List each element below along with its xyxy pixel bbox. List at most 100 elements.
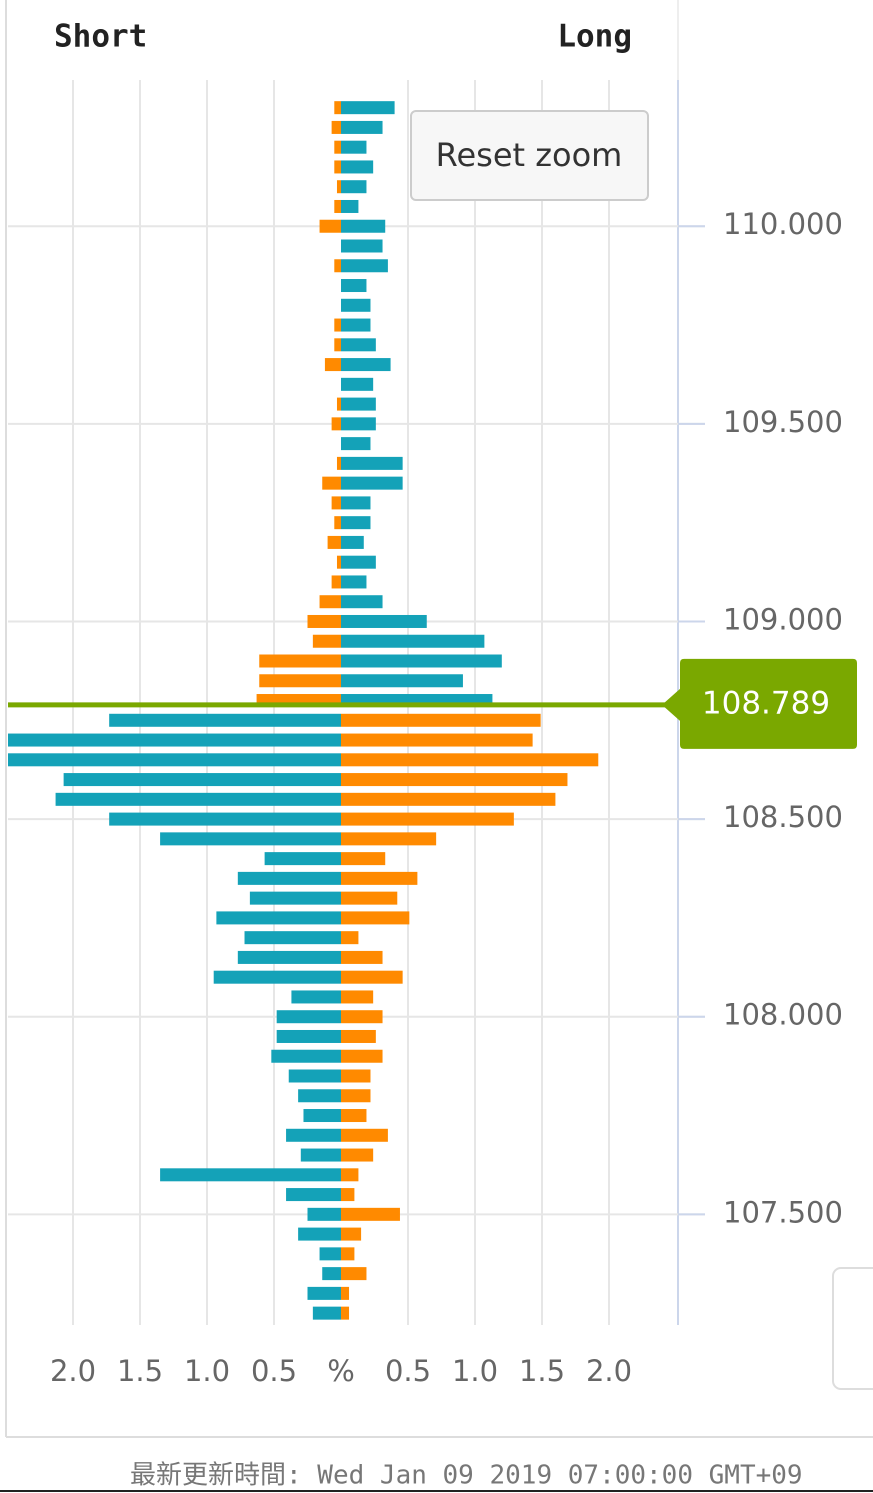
bar: [341, 1128, 388, 1142]
bar: [341, 120, 383, 134]
bar: [341, 180, 367, 194]
x-tick-label: 0.5: [385, 1354, 431, 1388]
bar: [341, 1207, 400, 1221]
y-tick-label: 107.500: [723, 1195, 843, 1229]
x-tick-label: 2.0: [50, 1354, 96, 1388]
bar: [341, 1089, 371, 1103]
bar: [334, 318, 341, 332]
bar: [341, 911, 410, 925]
bar: [291, 990, 341, 1004]
bar: [334, 259, 341, 273]
bar: [334, 160, 341, 174]
short-header: Short: [54, 19, 147, 55]
bar: [341, 1168, 359, 1182]
bar: [341, 377, 374, 391]
bar: [341, 931, 359, 945]
bar: [237, 950, 341, 964]
bar: [341, 516, 371, 530]
bar: [55, 792, 341, 806]
bar: [341, 674, 463, 688]
bar: [334, 101, 341, 115]
bar: [341, 219, 386, 233]
button-box[interactable]: [410, 110, 649, 201]
bar: [8, 753, 341, 767]
bar: [341, 1306, 350, 1320]
bar: [264, 852, 341, 866]
bar: [286, 1188, 341, 1202]
bar: [307, 614, 341, 628]
bar: [244, 931, 341, 945]
bar: [298, 1227, 341, 1241]
current-price-label: 108.789: [702, 685, 830, 721]
bar: [341, 259, 388, 273]
bar: [307, 1207, 341, 1221]
bar: [286, 1128, 341, 1142]
bar: [341, 1227, 362, 1241]
bar: [331, 120, 341, 134]
bar: [341, 239, 383, 253]
bar: [341, 614, 427, 628]
footer: 最新更新時間: Wed Jan 09 2019 07:00:00 GMT+09: [130, 1461, 803, 1491]
bar: [300, 1148, 341, 1162]
bar: [341, 1148, 374, 1162]
bar: [341, 1267, 367, 1281]
bar: [341, 1188, 355, 1202]
reset-zoom-button[interactable]: Reset zoom: [410, 110, 649, 201]
x-tick-label: 1.5: [117, 1354, 163, 1388]
x-tick-label: 1.0: [184, 1354, 230, 1388]
bar: [341, 160, 374, 174]
y-tick-label: 109.500: [723, 405, 843, 439]
bar: [271, 1049, 341, 1063]
bar: [259, 674, 341, 688]
bar: [307, 1286, 341, 1300]
bar: [213, 970, 341, 984]
bar: [322, 1267, 341, 1281]
x-tick-label: 1.5: [519, 1354, 565, 1388]
bar: [341, 199, 359, 213]
bar: [259, 654, 341, 668]
bar: [331, 496, 341, 510]
bar: [341, 812, 514, 826]
bar: [341, 437, 371, 451]
current-price-badge: [662, 658, 857, 749]
side-panel-tab[interactable]: [832, 1267, 873, 1390]
bar: [334, 338, 341, 352]
bar: [341, 773, 568, 787]
bar: [341, 753, 599, 767]
bar: [298, 1089, 341, 1103]
bar: [341, 397, 376, 411]
bar: [341, 1069, 371, 1083]
bar: [341, 595, 383, 609]
bar: [341, 1010, 383, 1024]
bar: [109, 713, 342, 727]
bar: [334, 516, 341, 530]
bar: [319, 595, 341, 609]
bar: [341, 535, 364, 549]
bar: [341, 713, 541, 727]
bar: [341, 318, 371, 332]
x-tick-label: 1.0: [452, 1354, 498, 1388]
bar: [341, 1049, 383, 1063]
bar: [341, 1286, 350, 1300]
bar: [341, 140, 367, 154]
bar: [341, 476, 403, 490]
bar: [336, 397, 341, 411]
bar: [341, 338, 376, 352]
bar: [319, 1247, 341, 1261]
bar: [341, 1109, 367, 1123]
bar: [341, 358, 391, 372]
bar: [312, 1306, 341, 1320]
long-header: Long: [557, 19, 632, 55]
bar: [312, 634, 341, 648]
bar: [334, 140, 341, 154]
bar: [341, 970, 403, 984]
bar: [341, 990, 374, 1004]
bar: [336, 180, 341, 194]
bar: [331, 575, 341, 589]
bar: [249, 891, 341, 905]
bar: [276, 1010, 341, 1024]
button-label[interactable]: Reset zoom: [436, 136, 623, 174]
bar: [327, 535, 341, 549]
